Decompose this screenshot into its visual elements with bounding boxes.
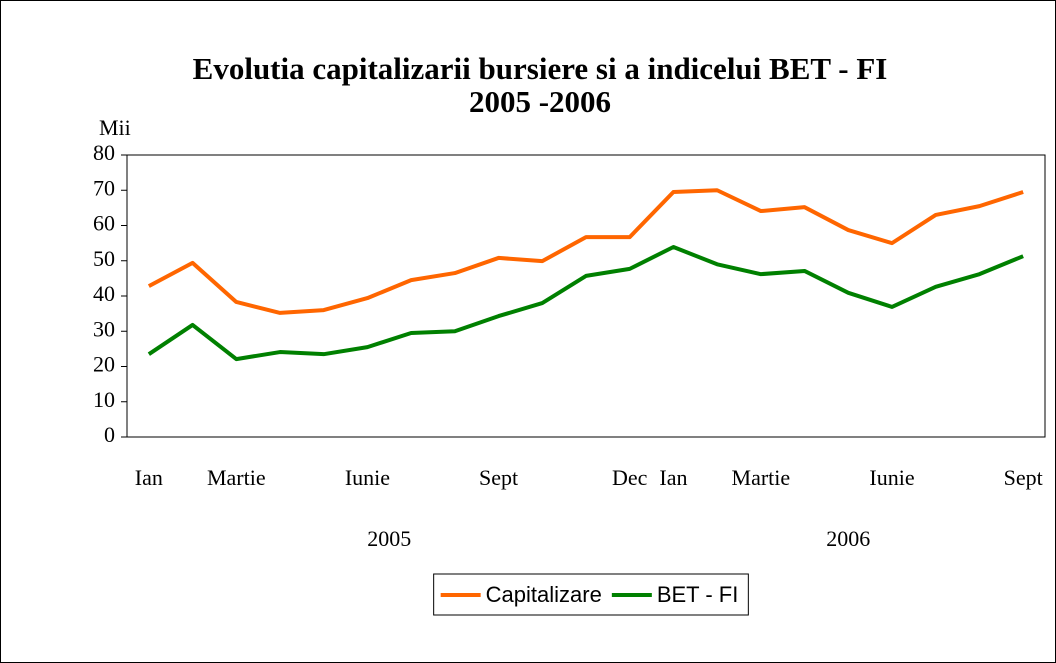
y-tick-label: 60 [93,211,115,236]
series-line [147,245,1024,362]
y-tick-label: 70 [93,175,115,200]
y-tick-label: 10 [93,387,115,412]
legend-label: BET - FI [657,582,739,607]
x-tick-label: Iunie [345,465,390,490]
y-tick-label: 40 [93,281,115,306]
y-tick-label: 80 [93,140,115,165]
chart-subtitle: 2005 -2006 [469,84,611,119]
legend-box [433,573,749,616]
y-tick-label: 20 [93,352,115,377]
series-line [147,188,1024,315]
x-tick-label: Sept [479,465,518,490]
x-tick-label: Sept [1004,465,1043,490]
y-tick-label: 50 [93,246,115,271]
x-tick-label: Iunie [869,465,914,490]
x-group-label: 2005 [367,526,411,551]
x-tick-label: Dec [612,465,648,490]
x-group-label: 2006 [826,526,870,551]
x-tick-label: Ian [135,465,163,490]
x-tick-label: Martie [732,465,791,490]
x-tick-label: Martie [207,465,266,490]
y-tick-label: 30 [93,316,115,341]
x-tick-label: Ian [659,465,687,490]
legend: Capitalizare BET - FI [433,573,749,616]
y-tick-label: 0 [104,422,115,447]
legend-label: Capitalizare [486,582,602,607]
chart-title: Evolutia capitalizarii bursiere si a ind… [193,51,888,86]
y-axis-label: Mii [99,115,131,140]
